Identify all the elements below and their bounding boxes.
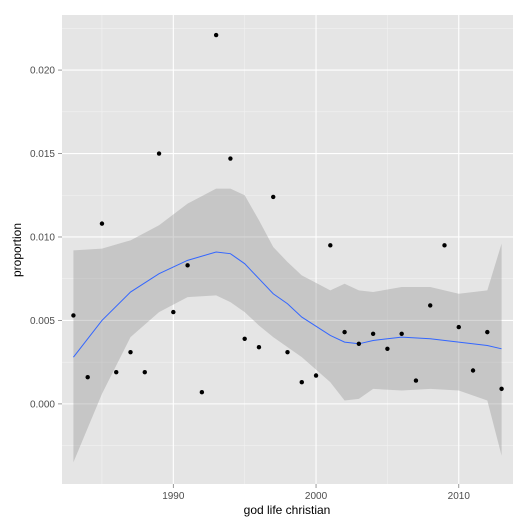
data-point (156, 151, 162, 156)
data-point (385, 346, 390, 352)
data-point (499, 386, 504, 392)
y-tick-label: 0.000 (30, 399, 55, 410)
data-point (399, 331, 404, 336)
y-tick-label: 0.015 (30, 149, 55, 160)
major-gridlines (62, 15, 513, 484)
data-point (199, 390, 205, 395)
x-axis-title: god life christian (244, 503, 331, 517)
data-point (456, 324, 461, 330)
data-point (313, 373, 319, 378)
smooth-line (73, 251, 502, 358)
y-tick-label: 0.010 (30, 232, 55, 243)
data-point (85, 374, 90, 380)
data-point (228, 156, 233, 161)
y-tick-label: 0.005 (30, 316, 55, 327)
data-points (71, 32, 504, 395)
plot-panel (62, 15, 513, 484)
data-point (256, 344, 262, 350)
data-point (285, 349, 290, 355)
data-point (370, 331, 376, 336)
data-point (142, 369, 147, 375)
data-point (99, 221, 105, 226)
data-point (271, 194, 276, 200)
data-point (242, 336, 247, 341)
y-axis-title: proportion (10, 223, 24, 277)
x-tick-marks (172, 484, 460, 488)
x-tick-label: 2010 (448, 491, 471, 502)
data-point (171, 309, 176, 315)
data-point (128, 349, 133, 355)
y-tick-labels: 0.000 0.005 0.010 0.015 0.020 (30, 66, 55, 411)
data-point (185, 263, 190, 268)
y-tick-label: 0.020 (30, 66, 55, 77)
data-point (71, 313, 76, 318)
minor-gridlines (62, 15, 513, 484)
y-tick-marks (58, 69, 62, 405)
data-point (114, 369, 119, 375)
data-point (328, 243, 333, 248)
data-point (428, 303, 433, 308)
x-tick-labels: 1990 2000 2010 (162, 491, 470, 502)
data-point (442, 243, 447, 248)
data-point (213, 32, 219, 38)
confidence-ribbon (73, 188, 502, 463)
data-point (356, 341, 362, 347)
x-tick-label: 1990 (162, 491, 185, 502)
data-point (299, 379, 304, 385)
data-point (342, 329, 347, 335)
data-point (413, 378, 419, 383)
data-point (485, 329, 490, 335)
x-tick-label: 2000 (305, 491, 328, 502)
data-point (470, 368, 476, 373)
